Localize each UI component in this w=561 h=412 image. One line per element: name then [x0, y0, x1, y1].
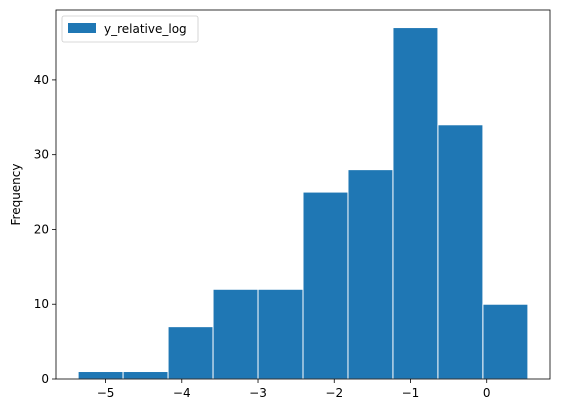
- y-tick-label: 40: [34, 73, 49, 87]
- x-tick-label: −4: [173, 386, 191, 400]
- x-tick-label: 0: [483, 386, 491, 400]
- x-axis: −5 −4 −3 −2 −1 0: [97, 379, 491, 400]
- bars-group: [77, 27, 529, 380]
- histogram-bar-3: [212, 288, 259, 380]
- histogram-bar-8: [437, 124, 484, 380]
- histogram-bar-6: [347, 169, 394, 380]
- legend-label: y_relative_log: [104, 22, 187, 36]
- x-tick-label: −3: [249, 386, 267, 400]
- y-tick-label: 20: [34, 222, 49, 236]
- histogram-bar-2: [167, 326, 214, 380]
- histogram-bar-1: [122, 371, 169, 380]
- histogram-bar-5: [302, 191, 349, 380]
- y-tick-label: 0: [41, 372, 49, 386]
- histogram-bar-0: [77, 371, 124, 380]
- histogram-bar-9: [482, 303, 529, 380]
- y-axis: 0 10 20 30 40: [34, 73, 56, 386]
- y-tick-label: 30: [34, 148, 49, 162]
- histogram-bar-4: [257, 288, 304, 380]
- legend-swatch: [68, 23, 96, 33]
- legend-box: [61, 15, 199, 43]
- y-axis-label: Frequency: [9, 164, 23, 226]
- histogram-bar-7: [392, 27, 439, 380]
- legend: y_relative_log: [61, 15, 199, 43]
- x-tick-label: −5: [97, 386, 115, 400]
- x-tick-label: −2: [325, 386, 343, 400]
- x-tick-label: −1: [402, 386, 420, 400]
- y-tick-label: 10: [34, 297, 49, 311]
- plot-frame: [55, 9, 551, 380]
